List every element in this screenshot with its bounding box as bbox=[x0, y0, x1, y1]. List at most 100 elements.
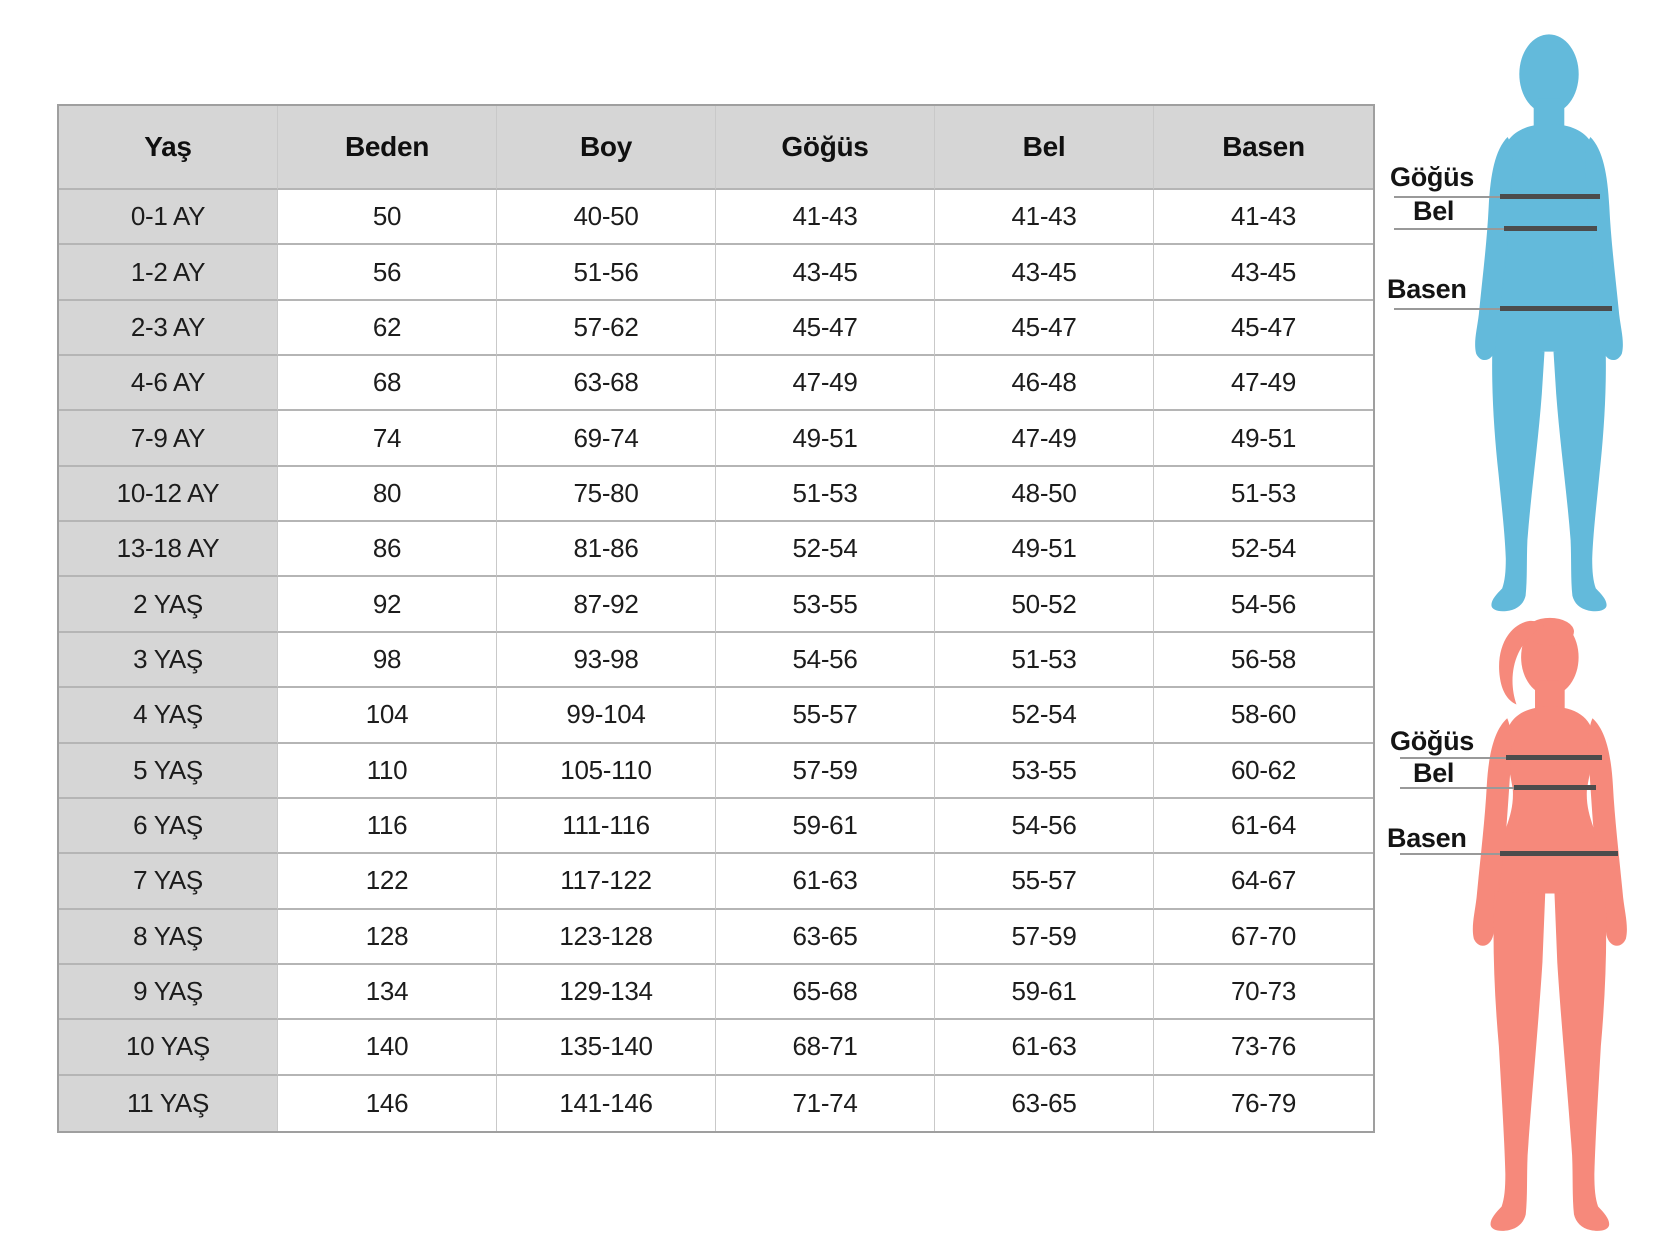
table-cell: 40-50 bbox=[497, 190, 716, 246]
size-table: Yaş Beden Boy Göğüs Bel Basen 0-1 AY 50 40-50 41-… bbox=[57, 104, 1375, 1133]
table-cell: 41-43 bbox=[1154, 190, 1373, 246]
pink-chest-label: Göğüs bbox=[1390, 726, 1474, 756]
table-cell: 75-80 bbox=[497, 466, 716, 523]
table-cell: 55-57 bbox=[935, 854, 1154, 910]
row-header: 13-18 AY bbox=[59, 522, 278, 578]
table-cell: 49-51 bbox=[935, 522, 1154, 578]
table-cell: 60-62 bbox=[1154, 744, 1373, 799]
table-cell: 54-56 bbox=[935, 798, 1154, 855]
table-cell: 52-54 bbox=[716, 522, 935, 578]
table-cell: 57-62 bbox=[497, 300, 716, 357]
table-cell: 86 bbox=[278, 522, 497, 578]
row-header: 10-12 AY bbox=[59, 466, 278, 523]
table-cell: 71-74 bbox=[716, 1075, 935, 1131]
table-cell: 65-68 bbox=[716, 964, 935, 1021]
column-header-1: Beden bbox=[278, 106, 497, 190]
table-cell: 49-51 bbox=[1154, 411, 1373, 467]
table-cell: 45-47 bbox=[935, 300, 1154, 357]
pink-waist-leader-line bbox=[1400, 787, 1596, 789]
row-header: 11 YAŞ bbox=[59, 1075, 278, 1131]
table-cell: 43-45 bbox=[1154, 245, 1373, 301]
table-cell: 63-65 bbox=[716, 909, 935, 965]
column-header-3: Göğüs bbox=[716, 106, 935, 190]
column-header-2: Boy bbox=[497, 106, 716, 190]
table-cell: 48-50 bbox=[935, 466, 1154, 523]
table-cell: 56 bbox=[278, 245, 497, 301]
table-cell: 111-116 bbox=[497, 798, 716, 855]
table-cell: 51-56 bbox=[497, 245, 716, 301]
table-cell: 117-122 bbox=[497, 854, 716, 910]
table-cell: 98 bbox=[278, 632, 497, 689]
table-cell: 74 bbox=[278, 411, 497, 467]
table-cell: 134 bbox=[278, 964, 497, 1021]
table-cell: 45-47 bbox=[716, 300, 935, 357]
table-cell: 129-134 bbox=[497, 964, 716, 1021]
table-cell: 43-45 bbox=[935, 245, 1154, 301]
table-cell: 43-45 bbox=[716, 245, 935, 301]
table-cell: 41-43 bbox=[935, 190, 1154, 246]
row-header: 2 YAŞ bbox=[59, 577, 278, 633]
pink-hips-label: Basen bbox=[1387, 823, 1467, 853]
table-cell: 140 bbox=[278, 1020, 497, 1076]
table-cell: 54-56 bbox=[1154, 577, 1373, 633]
pink-hips-measure-line bbox=[1500, 851, 1618, 856]
table-cell: 51-53 bbox=[935, 632, 1154, 689]
blue-waist-leader-line bbox=[1394, 228, 1597, 230]
row-header: 0-1 AY bbox=[59, 190, 278, 246]
table-cell: 41-43 bbox=[716, 190, 935, 246]
row-header: 9 YAŞ bbox=[59, 964, 278, 1021]
table-cell: 123-128 bbox=[497, 909, 716, 965]
row-header: 3 YAŞ bbox=[59, 632, 278, 689]
table-cell: 70-73 bbox=[1154, 965, 1373, 1021]
row-header: 1-2 AY bbox=[59, 245, 278, 301]
boy-silhouette-icon bbox=[1450, 26, 1648, 618]
table-cell: 62 bbox=[278, 300, 497, 357]
table-cell: 59-61 bbox=[935, 964, 1154, 1021]
table-cell: 99-104 bbox=[497, 688, 716, 744]
table-cell: 58-60 bbox=[1154, 688, 1373, 744]
table-cell: 56-58 bbox=[1154, 633, 1373, 689]
table-cell: 73-76 bbox=[1154, 1020, 1373, 1076]
table-cell: 59-61 bbox=[716, 798, 935, 855]
row-header: 8 YAŞ bbox=[59, 909, 278, 965]
table-cell: 45-47 bbox=[1154, 301, 1373, 357]
pink-chest-measure-line bbox=[1506, 755, 1602, 760]
table-cell: 146 bbox=[278, 1075, 497, 1131]
table-cell: 46-48 bbox=[935, 356, 1154, 412]
table-cell: 57-59 bbox=[716, 743, 935, 799]
table-cell: 80 bbox=[278, 466, 497, 523]
table-cell: 141-146 bbox=[497, 1075, 716, 1131]
blue-chest-leader-line bbox=[1394, 196, 1600, 198]
table-cell: 104 bbox=[278, 688, 497, 744]
table-cell: 69-74 bbox=[497, 411, 716, 467]
table-cell: 116 bbox=[278, 798, 497, 855]
row-header: 2-3 AY bbox=[59, 300, 278, 357]
table-cell: 47-49 bbox=[716, 356, 935, 412]
column-header-4: Bel bbox=[935, 106, 1154, 190]
table-cell: 52-54 bbox=[935, 688, 1154, 744]
table-cell: 63-68 bbox=[497, 356, 716, 412]
table-cell: 135-140 bbox=[497, 1020, 716, 1076]
row-header: 7-9 AY bbox=[59, 411, 278, 467]
table-cell: 50 bbox=[278, 190, 497, 246]
blue-chest-measure-line bbox=[1500, 194, 1600, 199]
table-cell: 53-55 bbox=[716, 577, 935, 633]
row-header: 7 YAŞ bbox=[59, 854, 278, 910]
table-cell: 68 bbox=[278, 356, 497, 412]
row-header: 4-6 AY bbox=[59, 356, 278, 412]
table-cell: 51-53 bbox=[1154, 467, 1373, 523]
table-cell: 47-49 bbox=[1154, 356, 1373, 412]
table-cell: 53-55 bbox=[935, 743, 1154, 799]
table-cell: 81-86 bbox=[497, 522, 716, 578]
blue-chest-label: Göğüs bbox=[1390, 162, 1474, 192]
pink-chest-leader-line bbox=[1400, 757, 1602, 759]
blue-hips-label: Basen bbox=[1387, 274, 1467, 304]
column-header-0: Yaş bbox=[59, 106, 278, 190]
column-header-5: Basen bbox=[1154, 106, 1373, 190]
table-cell: 61-63 bbox=[716, 854, 935, 910]
pink-waist-measure-line bbox=[1514, 785, 1596, 790]
blue-hips-measure-line bbox=[1500, 306, 1612, 311]
blue-waist-label: Bel bbox=[1413, 196, 1455, 226]
row-header: 4 YAŞ bbox=[59, 688, 278, 744]
